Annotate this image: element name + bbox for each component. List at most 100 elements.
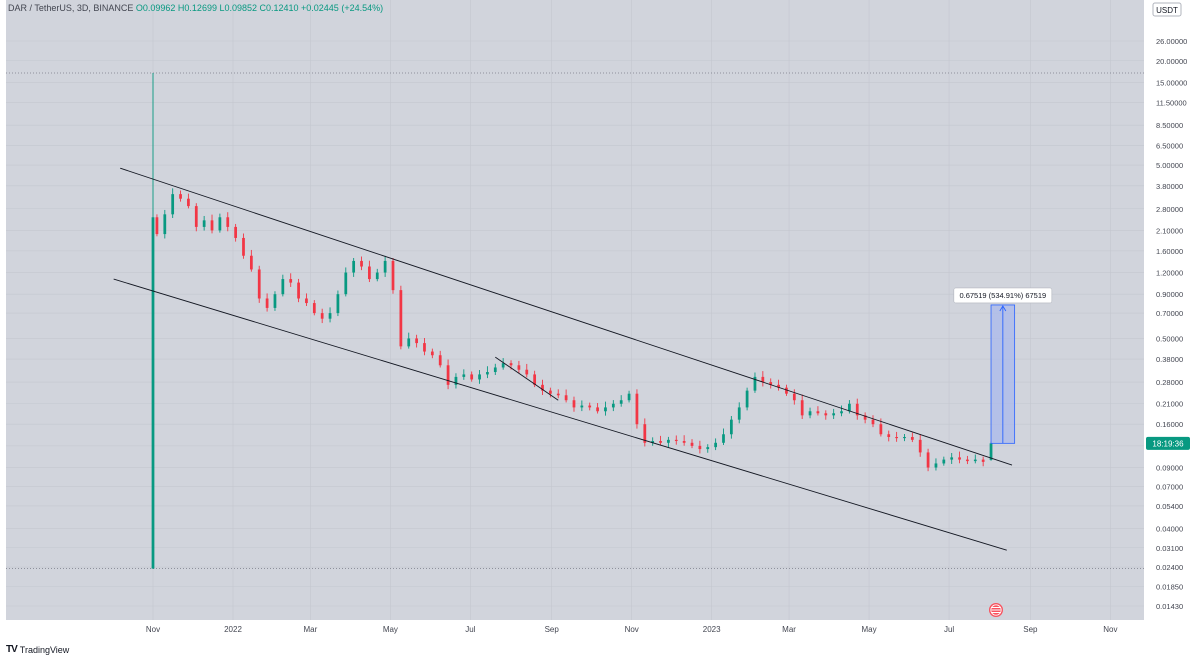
time-axis-background[interactable] [6, 620, 1200, 640]
price-tag-label: 18:19:36 [1152, 439, 1184, 448]
price-axis-background[interactable] [1144, 0, 1200, 620]
candle-down [234, 223, 237, 242]
measure-label: 0.67519 (534.91%) 67519 [959, 291, 1046, 300]
y-tick-label: 0.16000 [1156, 420, 1183, 429]
candle-down [257, 265, 261, 303]
x-tick-label: May [383, 625, 398, 634]
y-tick-label: 0.02400 [1156, 563, 1183, 572]
candle-down [391, 257, 395, 294]
candle-down [249, 249, 253, 272]
candle-up [973, 454, 977, 464]
flag-icon[interactable] [989, 603, 1003, 617]
x-tick-label: Nov [625, 625, 639, 634]
candle-up [840, 405, 843, 417]
candle-down [596, 403, 599, 414]
price-tag: 18:19:36 [1146, 436, 1190, 450]
x-tick-label: May [862, 625, 877, 634]
candle-down [564, 389, 568, 403]
candle-down [438, 350, 442, 368]
symbol-legend[interactable]: DAR / TetherUS, 3D, BINANCE O0.09962 H0.… [8, 3, 383, 13]
candle-up [273, 291, 277, 311]
candle-down [360, 256, 363, 271]
candle-down [871, 415, 875, 428]
candle-down [761, 371, 765, 387]
candle-up [328, 307, 332, 323]
measure-arrowhead [999, 305, 1007, 312]
x-tick-label: Sep [1023, 625, 1038, 634]
candle-up [202, 215, 206, 231]
y-tick-label: 0.70000 [1156, 309, 1183, 318]
candle-down [289, 273, 293, 287]
candle-down [777, 379, 780, 391]
trendline[interactable] [120, 167, 1013, 466]
candle-up [493, 363, 497, 375]
candle-up [651, 437, 655, 446]
candle-down [792, 389, 796, 405]
x-tick-label: Nov [146, 625, 160, 634]
y-tick-label: 3.80000 [1156, 182, 1183, 191]
trendline[interactable] [113, 278, 1007, 551]
candle-down [635, 389, 639, 429]
y-tick-label: 0.01430 [1156, 602, 1183, 611]
candle-down [659, 435, 662, 446]
plot-background[interactable] [6, 0, 1144, 620]
symbol-title: DAR / TetherUS, 3D, BINANCE [8, 3, 134, 13]
candle-down [368, 260, 371, 283]
currency-button-label: USDT [1156, 6, 1178, 15]
candle-down [800, 394, 804, 420]
x-tick-label: 2022 [224, 625, 242, 634]
candle-down [863, 412, 867, 424]
y-tick-label: 0.21000 [1156, 400, 1183, 409]
candle-down [690, 439, 694, 449]
y-tick-label: 26.00000 [1156, 37, 1187, 46]
candle-up [344, 267, 348, 297]
candle-up [808, 407, 812, 419]
candle-up [934, 458, 938, 471]
candle-down [674, 435, 678, 445]
candle-down [187, 193, 190, 209]
candle-up [454, 373, 458, 389]
candle-down [769, 378, 773, 389]
candle-down [981, 456, 985, 467]
y-tick-label: 6.50000 [1156, 141, 1183, 150]
candle-down [958, 451, 961, 464]
candle-up [753, 372, 757, 393]
candle-down [305, 293, 308, 307]
candle-down [556, 389, 560, 399]
candle-down [242, 233, 245, 259]
candle-down [194, 203, 198, 232]
trendline[interactable] [495, 356, 559, 401]
candle-up [151, 72, 155, 569]
candle-down [855, 398, 859, 420]
candle-up [745, 387, 749, 411]
candle-up [163, 209, 167, 239]
candle-up [352, 257, 356, 277]
x-tick-label: Sep [545, 625, 560, 634]
candle-up [407, 332, 411, 349]
candle-up [950, 452, 954, 464]
candle-up [706, 444, 710, 453]
x-tick-label: 2023 [703, 625, 721, 634]
y-tick-label: 0.50000 [1156, 334, 1183, 343]
candle-down [549, 387, 552, 398]
tradingview-footer: TV TradingView [6, 644, 69, 655]
tradingview-logo-icon: TV [6, 644, 18, 655]
candle-down [525, 363, 529, 378]
candle-up [375, 268, 379, 282]
candle-down [824, 410, 828, 420]
y-tick-label: 0.07000 [1156, 482, 1183, 491]
candle-down [470, 371, 474, 382]
y-tick-label: 2.80000 [1156, 205, 1183, 214]
candle-down [155, 214, 159, 237]
ohlc-values: O0.09962 H0.12699 L0.09852 C0.12410 +0.0… [135, 3, 384, 13]
candle-down [966, 455, 969, 465]
candle-down [643, 418, 647, 447]
y-tick-label: 0.90000 [1156, 290, 1183, 299]
currency-button[interactable]: USDT [1152, 2, 1182, 17]
candle-up [281, 274, 285, 297]
candle-down [320, 308, 324, 324]
y-tick-label: 0.03100 [1156, 544, 1183, 553]
candle-up [580, 400, 584, 412]
